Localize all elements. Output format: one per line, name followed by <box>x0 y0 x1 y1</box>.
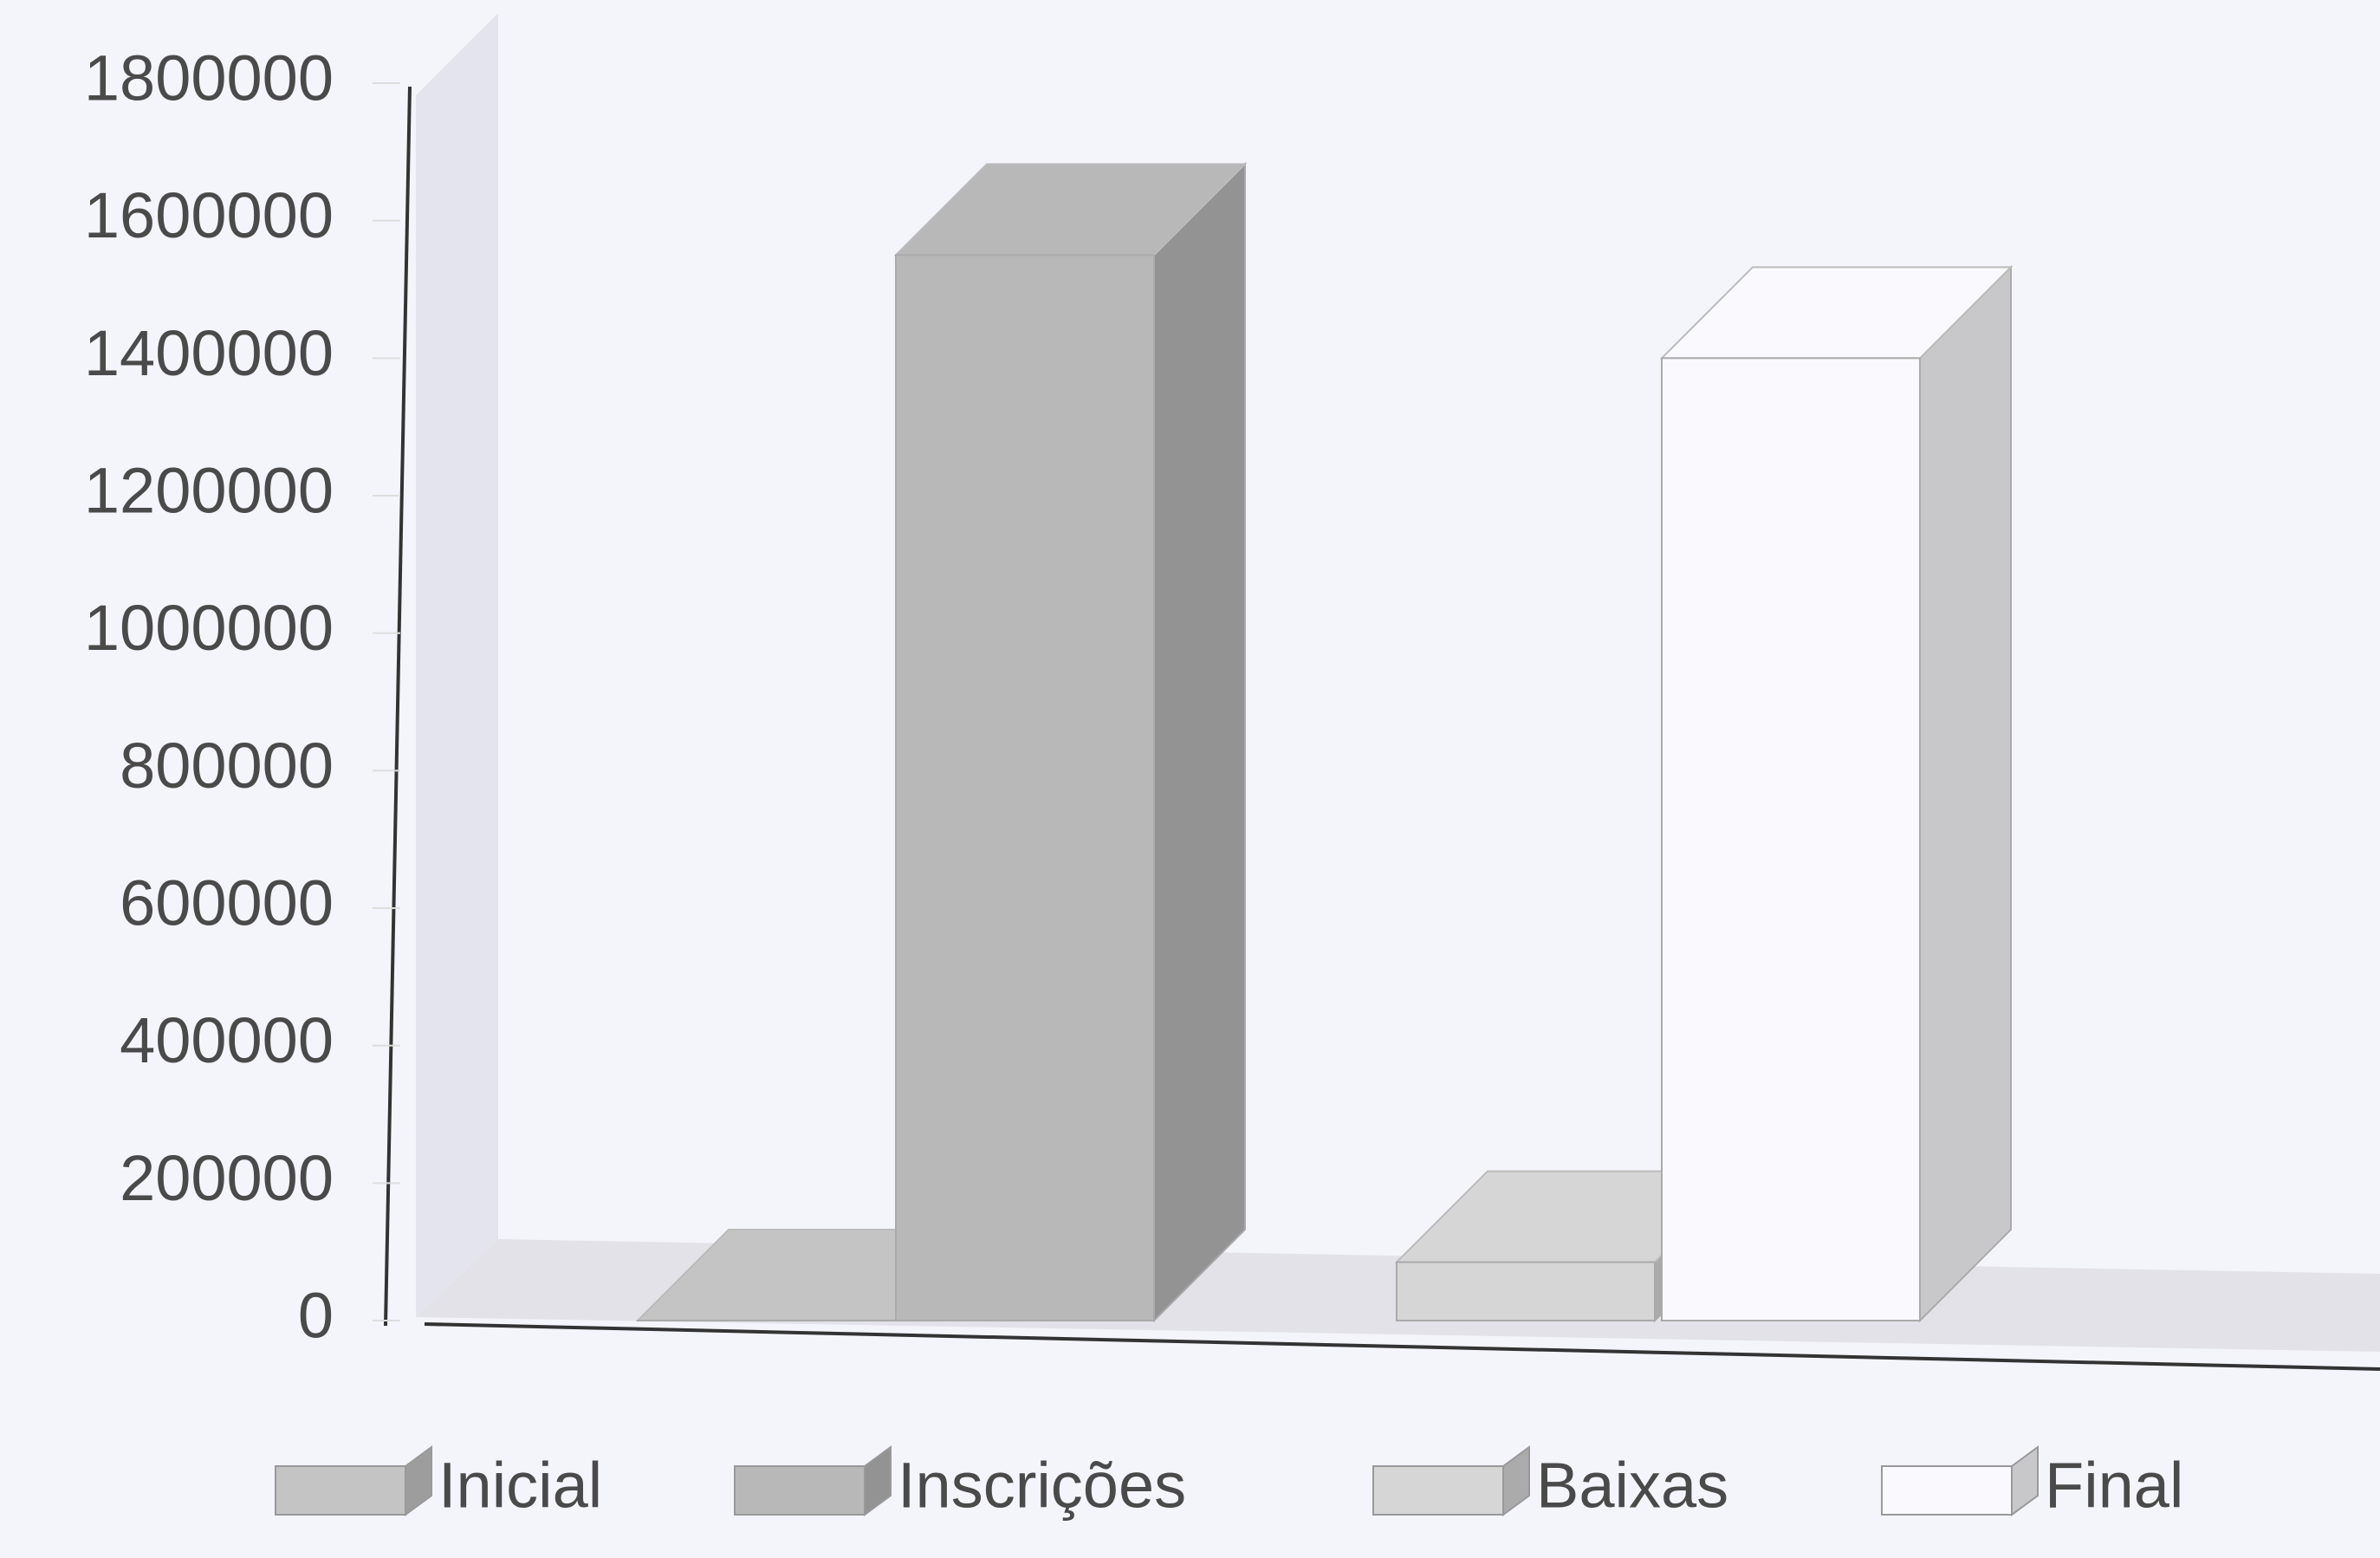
legend-label: Final <box>2045 1450 2183 1522</box>
legend-swatch-side <box>2011 1445 2039 1516</box>
y-tick-label: 1400000 <box>84 317 334 389</box>
y-tick-label: 800000 <box>120 730 334 802</box>
legend-swatch-side <box>1502 1445 1530 1516</box>
bar <box>895 254 1155 1321</box>
bar <box>1396 1261 1656 1321</box>
y-tick-label: 0 <box>298 1280 334 1352</box>
bar <box>1661 357 1921 1321</box>
legend-swatch-side <box>405 1445 432 1516</box>
legend-label: Inscrições <box>898 1450 1186 1522</box>
legend-swatch <box>734 1465 866 1516</box>
y-tick-label: 1200000 <box>84 455 334 527</box>
back-wall <box>416 13 498 1317</box>
bar-side <box>1919 264 2012 1323</box>
y-tick-label: 1600000 <box>84 179 334 251</box>
legend-swatch-side <box>864 1445 892 1516</box>
y-tick-label: 200000 <box>120 1142 334 1214</box>
y-tick-label: 400000 <box>120 1004 334 1076</box>
y-tick-label: 600000 <box>120 867 334 939</box>
legend-label: Baixas <box>1536 1450 1728 1522</box>
y-axis <box>384 86 412 1327</box>
legend-label: Inicial <box>438 1450 602 1522</box>
legend-swatch <box>275 1465 406 1516</box>
x-axis <box>424 1322 2380 1371</box>
bar-side <box>1153 161 1246 1323</box>
legend-swatch <box>1372 1465 1504 1516</box>
y-tick-label: 1800000 <box>84 42 334 114</box>
y-tick-label: 1000000 <box>84 592 334 664</box>
legend-swatch <box>1881 1465 2013 1516</box>
